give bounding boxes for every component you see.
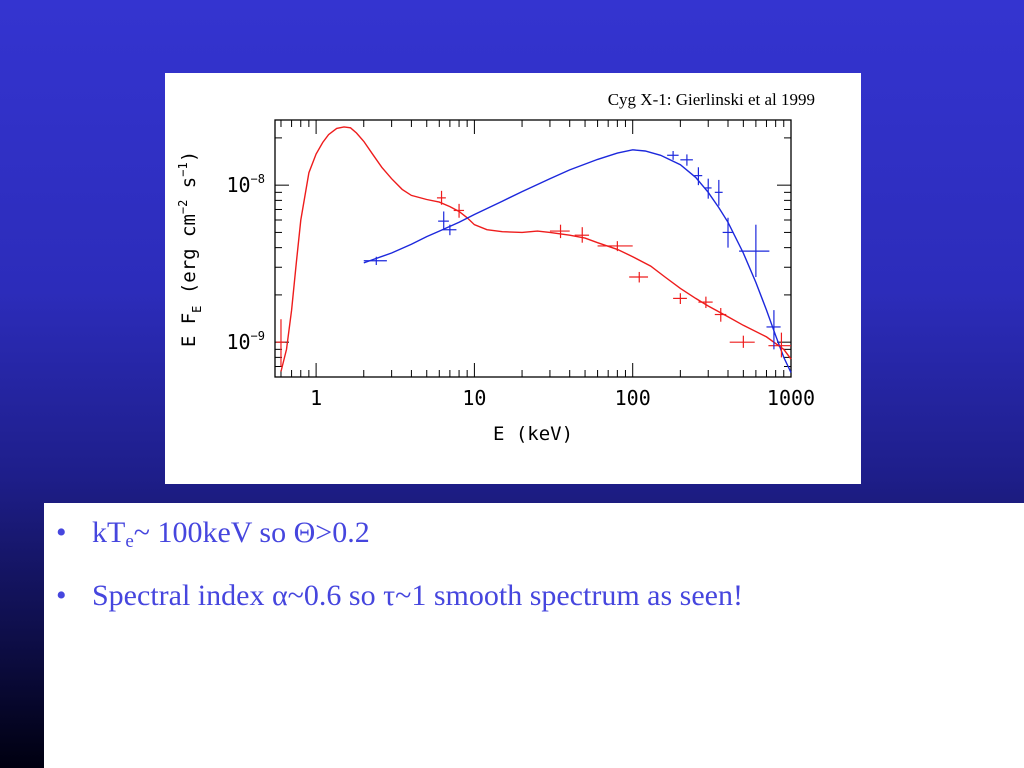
red-error-bar: [574, 227, 590, 243]
red-error-bar: [698, 296, 713, 309]
plot-frame: [274, 119, 792, 378]
blue-error-bar: [667, 151, 679, 160]
bullet-text-temperature: kTe~ 100keV so Θ>0.2: [92, 516, 370, 552]
major-ticks: [275, 120, 792, 377]
red-error-bar: [714, 308, 727, 322]
text-panel: kTe~ 100keV so Θ>0.2 Spectral index α~0.…: [44, 503, 1024, 768]
blue-error-bar: [363, 256, 387, 266]
x-tick-label: 1000: [767, 386, 815, 410]
bullet-list: kTe~ 100keV so Θ>0.2 Spectral index α~0.…: [44, 503, 1024, 614]
x-axis-title: E (keV): [493, 423, 573, 445]
blue-error-bar: [722, 217, 733, 248]
bullet-icon: [56, 578, 92, 614]
blue-error-bar: [766, 310, 781, 350]
figure-citation: Cyg X-1: Gierlinski et al 1999: [607, 90, 815, 109]
bullet-text-spectral-index: Spectral index α~0.6 so τ~1 smooth spect…: [92, 579, 743, 612]
red-error-bar: [453, 203, 465, 218]
red-error-bar: [673, 293, 687, 305]
bullet-icon: [56, 515, 92, 560]
blue-error-bar: [714, 179, 723, 206]
red-error-bar: [436, 190, 446, 205]
y-tick-label: 10−8: [226, 172, 265, 197]
blue-error-bar: [739, 224, 770, 278]
blue-error-bar: [694, 167, 703, 186]
red-error-bar: [276, 319, 286, 367]
blue-series-line: [363, 149, 792, 373]
bullet-item-spectral-index: Spectral index α~0.6 so τ~1 smooth spect…: [56, 578, 1024, 614]
error-bars: [276, 151, 791, 367]
blue-error-bar: [680, 154, 693, 166]
y-axis-title: E FE (erg cm−2 s−1): [176, 151, 204, 347]
x-tick-label: 100: [615, 386, 651, 410]
series-lines: [280, 126, 792, 373]
blue-error-bar: [438, 211, 449, 230]
red-error-bar: [629, 271, 649, 283]
red-error-bar: [597, 241, 633, 252]
red-series-line: [280, 126, 792, 372]
x-tick-label: 1: [310, 386, 322, 410]
y-tick-labels: 10−8 10−9: [226, 172, 265, 354]
spectrum-chart: 1 10 100 1000 10−8 10−9 E (keV) E FE (erg cm…: [176, 119, 815, 445]
figure-panel: 1 10 100 1000 10−8 10−9 E (keV) E FE (erg cm…: [165, 73, 861, 484]
y-tick-label: 10−9: [226, 329, 265, 354]
minor-ticks: [275, 120, 791, 378]
red-error-bar: [729, 335, 755, 348]
red-error-bar: [768, 332, 791, 358]
blue-error-bar: [442, 224, 457, 236]
x-tick-label: 10: [462, 386, 486, 410]
red-error-bar: [549, 224, 570, 239]
x-tick-labels: 1 10 100 1000: [310, 386, 815, 410]
bullet-item-temperature: kTe~ 100keV so Θ>0.2: [56, 515, 1024, 560]
blue-error-bar: [704, 178, 712, 199]
